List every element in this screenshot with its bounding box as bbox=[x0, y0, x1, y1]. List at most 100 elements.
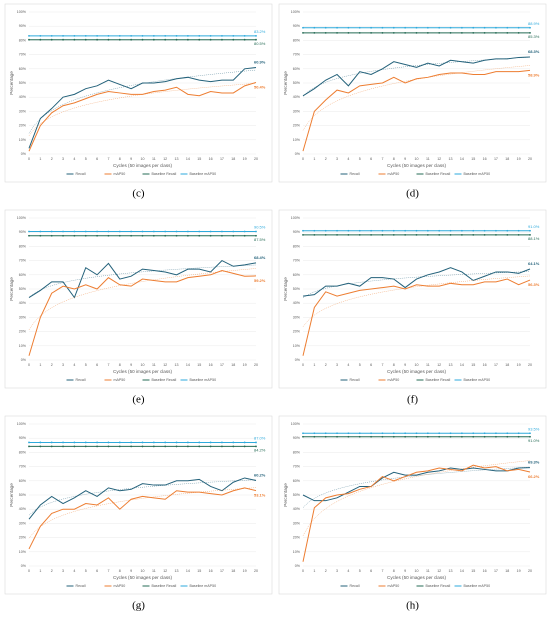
baseline-marker bbox=[426, 31, 429, 34]
baseline-marker bbox=[141, 234, 144, 237]
x-tick-label: 7 bbox=[107, 569, 109, 573]
baseline-marker bbox=[50, 441, 53, 444]
legend-label: Baseline Recall bbox=[426, 172, 451, 176]
baseline-marker bbox=[28, 441, 30, 444]
y-tick-label: 100% bbox=[291, 216, 301, 220]
baseline-marker bbox=[175, 234, 178, 237]
x-tick-label: 13 bbox=[449, 363, 453, 367]
y-tick-label: 80% bbox=[19, 244, 27, 248]
baseline-marker bbox=[517, 229, 520, 232]
data-label: 60.2% bbox=[254, 473, 266, 478]
x-tick-label: 15 bbox=[197, 363, 201, 367]
baseline-marker bbox=[313, 229, 316, 232]
baseline-marker bbox=[84, 230, 87, 233]
x-tick-label: 14 bbox=[460, 569, 464, 573]
x-tick-label: 6 bbox=[370, 363, 372, 367]
baseline-marker bbox=[438, 435, 441, 438]
x-tick-label: 12 bbox=[437, 363, 441, 367]
baseline-marker bbox=[302, 229, 304, 232]
baseline-marker bbox=[529, 26, 531, 29]
data-label: 50.4% bbox=[254, 84, 266, 89]
baseline-marker bbox=[164, 34, 167, 37]
baseline-marker bbox=[495, 229, 497, 232]
baseline-marker bbox=[483, 432, 486, 435]
baseline-marker bbox=[347, 432, 350, 435]
y-tick-label: 60% bbox=[293, 479, 301, 483]
baseline-marker bbox=[187, 441, 189, 444]
x-tick-label: 2 bbox=[325, 363, 327, 367]
panel-caption: (h) bbox=[406, 600, 419, 612]
x-tick-label: 11 bbox=[426, 157, 430, 161]
baseline-marker bbox=[152, 234, 155, 237]
data-label: 88.9% bbox=[528, 21, 540, 26]
baseline-marker bbox=[313, 26, 316, 29]
x-tick-label: 7 bbox=[107, 157, 109, 161]
baseline-marker bbox=[529, 233, 531, 236]
x-tick-label: 12 bbox=[163, 363, 167, 367]
baseline-marker bbox=[381, 31, 384, 34]
baseline-marker bbox=[84, 34, 87, 37]
baseline-marker bbox=[347, 31, 350, 34]
series-line bbox=[28, 67, 257, 149]
y-tick-label: 70% bbox=[293, 465, 301, 469]
x-tick-label: 4 bbox=[347, 569, 349, 573]
baseline-marker bbox=[415, 435, 418, 438]
y-tick-label: 40% bbox=[293, 301, 301, 305]
legend-label: Recall bbox=[76, 172, 86, 176]
trendline bbox=[302, 460, 531, 536]
baseline-marker bbox=[404, 31, 407, 34]
baseline-marker bbox=[221, 38, 223, 41]
x-tick-label: 15 bbox=[471, 569, 475, 573]
x-tick-label: 1 bbox=[313, 569, 315, 573]
y-tick-label: 60% bbox=[293, 67, 301, 71]
baseline-marker bbox=[84, 445, 87, 448]
baseline-marker bbox=[221, 34, 223, 37]
x-tick-label: 9 bbox=[404, 363, 406, 367]
x-axis-title: Cycles (50 images per class) bbox=[113, 369, 172, 374]
panel-frame bbox=[278, 209, 547, 389]
baseline-marker bbox=[175, 38, 178, 41]
baseline-marker bbox=[39, 441, 42, 444]
baseline-marker bbox=[243, 34, 246, 37]
legend-label: Baseline mAP50 bbox=[190, 172, 217, 176]
baseline-marker bbox=[175, 230, 178, 233]
baseline-marker bbox=[472, 229, 475, 232]
baseline-marker bbox=[255, 234, 257, 237]
baseline-marker bbox=[84, 441, 87, 444]
baseline-marker bbox=[461, 229, 463, 232]
y-tick-label: 90% bbox=[293, 24, 301, 28]
trendline bbox=[28, 83, 257, 136]
baseline-marker bbox=[96, 34, 98, 37]
baseline-marker bbox=[198, 234, 201, 237]
x-tick-label: 20 bbox=[254, 569, 258, 573]
y-axis-title: Percentage bbox=[9, 277, 14, 301]
x-tick-label: 5 bbox=[85, 363, 87, 367]
baseline-marker bbox=[209, 34, 212, 37]
baseline-marker bbox=[324, 233, 327, 236]
panel-caption: (c) bbox=[132, 188, 145, 200]
baseline-marker bbox=[255, 34, 257, 37]
baseline-marker bbox=[472, 432, 475, 435]
trendline bbox=[28, 69, 257, 134]
legend-label: mAP50 bbox=[388, 172, 400, 176]
baseline-marker bbox=[392, 31, 395, 34]
x-tick-label: 11 bbox=[152, 569, 156, 573]
trendline bbox=[28, 268, 257, 330]
y-tick-label: 20% bbox=[293, 330, 301, 334]
baseline-marker bbox=[426, 435, 429, 438]
baseline-marker bbox=[62, 38, 64, 41]
baseline-marker bbox=[370, 31, 372, 34]
x-tick-label: 17 bbox=[494, 363, 498, 367]
baseline-marker bbox=[302, 26, 304, 29]
legend-label: Recall bbox=[76, 584, 86, 588]
y-tick-label: 10% bbox=[19, 344, 27, 348]
x-tick-label: 20 bbox=[528, 363, 532, 367]
x-tick-label: 7 bbox=[381, 157, 383, 161]
baseline-marker bbox=[107, 234, 110, 237]
x-tick-label: 8 bbox=[393, 363, 395, 367]
x-tick-label: 9 bbox=[130, 157, 132, 161]
baseline-marker bbox=[73, 34, 76, 37]
baseline-marker bbox=[164, 441, 167, 444]
x-tick-label: 19 bbox=[243, 569, 247, 573]
y-tick-label: 80% bbox=[293, 450, 301, 454]
